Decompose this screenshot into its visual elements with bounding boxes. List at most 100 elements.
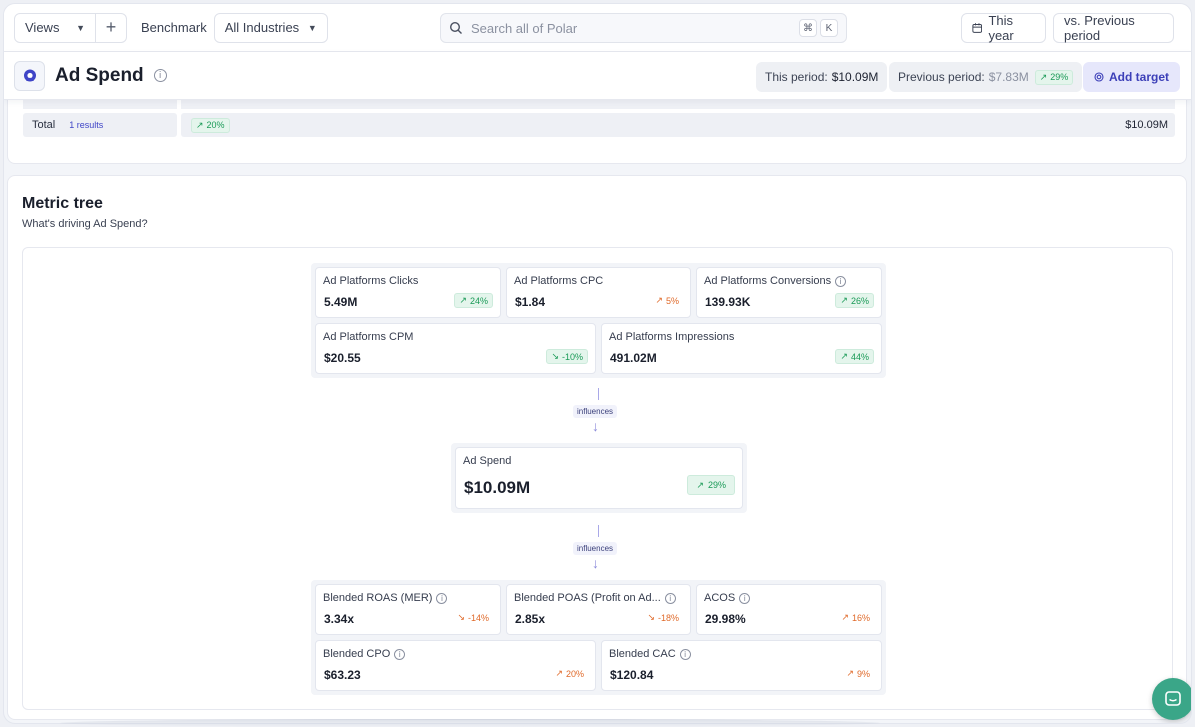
- industry-select[interactable]: All Industries ▼: [213, 12, 328, 43]
- change-value: -18%: [657, 612, 679, 623]
- metric-card[interactable]: Ad Platforms Conversions i 139.93K ↗ 26%: [696, 267, 882, 318]
- metric-value: 491.02M: [610, 351, 657, 365]
- arrow-up-right-icon: ↗: [840, 295, 848, 305]
- command-key-icon: ⌘: [799, 19, 817, 37]
- date-range-label: This year: [988, 13, 1014, 43]
- arrow-up-right-icon: ↗: [841, 612, 849, 622]
- metric-card[interactable]: Blended POAS (Profit on Ad... i 2.85x ↘ -18%: [506, 584, 691, 635]
- info-icon[interactable]: i: [835, 276, 847, 287]
- page-title: Ad Spend: [55, 64, 144, 86]
- influences-label: influences: [573, 405, 618, 418]
- metric-card[interactable]: Ad Platforms CPC $1.84 ↗ 5%: [506, 267, 691, 318]
- arrow-up-right-icon: ↗: [696, 479, 704, 490]
- change-badge: ↗ 9%: [842, 666, 874, 681]
- breakdown-table: Total 1 results ↗ 20% $10.09M: [7, 84, 1187, 164]
- calendar-icon: [972, 23, 983, 33]
- metric-name-text: Blended CPO: [323, 648, 391, 660]
- metric-value: $120.84: [610, 668, 654, 682]
- compare-period-label: vs. Previous period: [1064, 13, 1135, 43]
- previous-period-label: Previous period:: [898, 70, 985, 84]
- search-icon: [449, 21, 462, 34]
- output-metrics-group: Blended ROAS (MER) i 3.34x ↘ -14% Blended POA…: [311, 580, 886, 695]
- connector-line: [598, 388, 599, 400]
- compare-period-button[interactable]: vs. Previous period: [1053, 13, 1174, 43]
- plus-icon: +: [105, 17, 117, 37]
- metric-tree-panel: Metric tree What's driving Ad Spend? Ad …: [7, 175, 1187, 720]
- change-badge: ↘ -18%: [643, 610, 683, 625]
- influences-label: influences: [573, 542, 618, 555]
- info-icon[interactable]: i: [679, 649, 691, 660]
- change-value: 20%: [565, 668, 584, 679]
- metric-name-text: Blended POAS (Profit on Ad...: [514, 592, 661, 604]
- table-row: [23, 99, 177, 109]
- table-row: [181, 99, 1175, 109]
- chevron-down-icon: ▼: [76, 22, 85, 33]
- this-period-pill: This period: $10.09M: [756, 62, 888, 92]
- this-period-value: $10.09M: [831, 70, 879, 84]
- polar-logo-icon: [23, 69, 36, 81]
- change-badge: ↘ -10%: [546, 349, 588, 364]
- metric-value: $10.09M: [464, 478, 531, 497]
- k-key: K: [820, 19, 838, 37]
- arrow-down-icon: ↓: [592, 418, 599, 434]
- page-header: Ad Spend i This period: $10.09M Previous…: [4, 52, 1191, 100]
- change-badge: ↘ -14%: [453, 610, 493, 625]
- arrow-down-right-icon: ↘: [551, 351, 559, 361]
- change-value: 24%: [469, 295, 488, 306]
- metric-card[interactable]: Blended CPO i $63.23 ↗ 20%: [315, 640, 596, 691]
- info-icon[interactable]: i: [739, 593, 751, 604]
- center-metric-group: Ad Spend $10.09M ↗ 29%: [451, 443, 747, 513]
- add-target-button[interactable]: Add target: [1083, 62, 1180, 92]
- metric-value: $20.55: [324, 351, 361, 365]
- metric-card[interactable]: ACOS i 29.98% ↗ 16%: [696, 584, 882, 635]
- info-icon[interactable]: i: [153, 69, 167, 82]
- results-count[interactable]: 1 results: [69, 120, 104, 130]
- change-value: 20%: [206, 120, 225, 130]
- metric-value: $1.84: [515, 295, 546, 309]
- center-metric-card[interactable]: Ad Spend $10.09M ↗ 29%: [455, 447, 743, 509]
- metric-card[interactable]: Ad Platforms CPM $20.55 ↘ -10%: [315, 323, 596, 374]
- industry-value: All Industries: [224, 20, 300, 35]
- info-icon[interactable]: i: [436, 593, 448, 604]
- arrow-up-right-icon: ↗: [840, 351, 848, 361]
- arrow-up-right-icon: ↗: [459, 295, 467, 305]
- arrow-down-right-icon: ↘: [457, 612, 465, 622]
- info-icon[interactable]: i: [664, 593, 676, 604]
- metric-name: Ad Platforms CPM: [323, 331, 588, 343]
- date-range-button[interactable]: This year: [961, 13, 1046, 43]
- benchmark-label: Benchmark: [141, 20, 207, 35]
- change-value: 5%: [665, 295, 679, 306]
- views-dropdown[interactable]: Views ▼: [14, 12, 96, 43]
- metric-tree-subtitle: What's driving Ad Spend?: [22, 218, 148, 230]
- change-value: 29%: [707, 480, 726, 490]
- metric-name-text: Blended CAC: [609, 648, 676, 660]
- change-value: -14%: [467, 612, 489, 623]
- change-value: 29%: [1050, 72, 1069, 82]
- metric-name: Ad Spend: [463, 455, 512, 467]
- search-input[interactable]: Search all of Polar ⌘ K: [440, 13, 847, 43]
- info-icon[interactable]: i: [394, 649, 406, 660]
- arrow-up-right-icon: ↗: [196, 119, 204, 130]
- add-view-button[interactable]: +: [96, 12, 127, 43]
- app-window: Views ▼ + Benchmark All Industries ▼ Sea…: [3, 3, 1192, 724]
- page-shadow: [60, 719, 880, 727]
- chat-icon: [1165, 691, 1181, 706]
- metric-name-text: Ad Platforms CPC: [514, 275, 604, 287]
- chat-launcher-button[interactable]: [1152, 678, 1191, 720]
- change-value: -10%: [561, 351, 583, 362]
- metric-card[interactable]: Blended ROAS (MER) i 3.34x ↘ -14%: [315, 584, 501, 635]
- metric-card[interactable]: Ad Platforms Clicks 5.49M ↗ 24%: [315, 267, 501, 318]
- metric-name-text: Blended ROAS (MER): [323, 592, 433, 604]
- metric-name: Ad Platforms CPC: [514, 275, 683, 287]
- metric-card[interactable]: Blended CAC i $120.84 ↗ 9%: [601, 640, 882, 691]
- metric-card[interactable]: Ad Platforms Impressions 491.02M ↗ 44%: [601, 323, 882, 374]
- top-toolbar: Views ▼ + Benchmark All Industries ▼ Sea…: [4, 4, 1191, 52]
- metric-name: Ad Platforms Clicks: [323, 275, 493, 287]
- input-metrics-group: Ad Platforms Clicks 5.49M ↗ 24% Ad Platforms…: [311, 263, 886, 378]
- metric-value: 3.34x: [324, 612, 355, 626]
- metric-name: Blended CPO i: [323, 648, 588, 660]
- change-badge: ↗ 5%: [651, 293, 683, 308]
- total-row-label: Total 1 results: [23, 113, 177, 137]
- metric-value: 2.85x: [515, 612, 546, 626]
- search-placeholder: Search all of Polar: [471, 20, 578, 36]
